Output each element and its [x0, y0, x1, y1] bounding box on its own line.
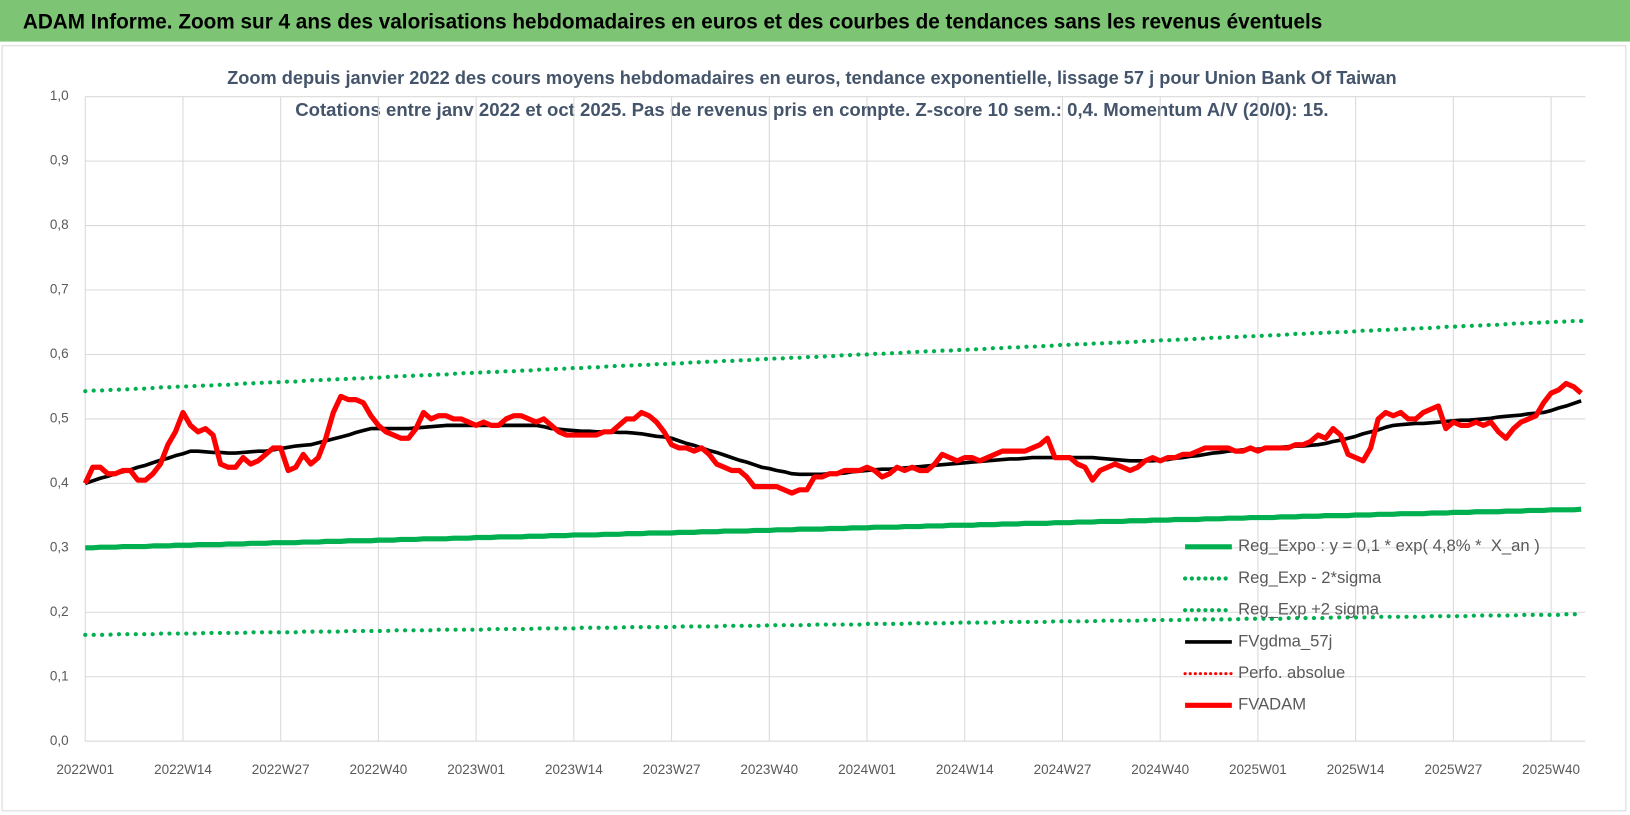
x-tick-label: 2023W40 — [740, 762, 798, 777]
x-tick-label: 2022W27 — [252, 762, 310, 777]
y-tick-label: 0,8 — [50, 217, 69, 232]
x-tick-label: 2023W27 — [643, 762, 701, 777]
y-tick-label: 0,9 — [50, 153, 69, 168]
legend-label: Reg_Exp +2 sigma — [1238, 600, 1380, 619]
x-tick-label: 2022W01 — [56, 762, 114, 777]
series-line — [82, 380, 1583, 496]
x-tick-label: 2024W27 — [1034, 762, 1092, 777]
chart-subtitle: Cotations entre janv 2022 et oct 2025. P… — [295, 99, 1328, 120]
y-tick-label: 0,7 — [50, 282, 69, 297]
x-tick-label: 2022W14 — [154, 762, 212, 777]
x-tick-label: 2023W01 — [447, 762, 505, 777]
y-tick-label: 0,6 — [50, 346, 69, 361]
x-tick-label: 2025W27 — [1424, 762, 1482, 777]
legend-label: FVADAM — [1238, 695, 1306, 714]
series-line — [84, 399, 1582, 486]
series-line — [83, 612, 1584, 637]
y-tick-label: 0,4 — [50, 475, 69, 490]
x-tick-label: 2024W40 — [1131, 762, 1189, 777]
y-tick-label: 0,0 — [50, 733, 69, 748]
legend-label: Reg_Exp - 2*sigma — [1238, 568, 1382, 587]
legend-label: FVgdma_57j — [1238, 631, 1332, 650]
series-line — [83, 318, 1584, 394]
header-title: ADAM Informe. Zoom sur 4 ans des valoris… — [23, 10, 1322, 33]
x-tick-label: 2023W14 — [545, 762, 603, 777]
x-tick-label: 2025W01 — [1229, 762, 1287, 777]
x-tick-label: 2022W40 — [350, 762, 408, 777]
series-line — [85, 506, 1582, 551]
y-tick-label: 0,1 — [50, 668, 69, 683]
legend-label: Reg_Expo : y = 0,1 * exp( 4,8% * X_an ) — [1238, 536, 1540, 555]
x-tick-label: 2025W14 — [1327, 762, 1385, 777]
header-bar — [0, 0, 1630, 42]
x-tick-label: 2024W01 — [838, 762, 896, 777]
y-tick-label: 0,2 — [50, 604, 69, 619]
x-tick-label: 2024W14 — [936, 762, 994, 777]
chart-border — [1, 45, 1627, 812]
legend-label: Perfo. absolue — [1238, 663, 1345, 682]
y-tick-label: 0,5 — [50, 410, 69, 425]
y-tick-label: 1,0 — [50, 88, 69, 103]
y-tick-label: 0,3 — [50, 539, 69, 554]
x-tick-label: 2025W40 — [1522, 762, 1580, 777]
chart-title: Zoom depuis janvier 2022 des cours moyen… — [227, 67, 1396, 88]
